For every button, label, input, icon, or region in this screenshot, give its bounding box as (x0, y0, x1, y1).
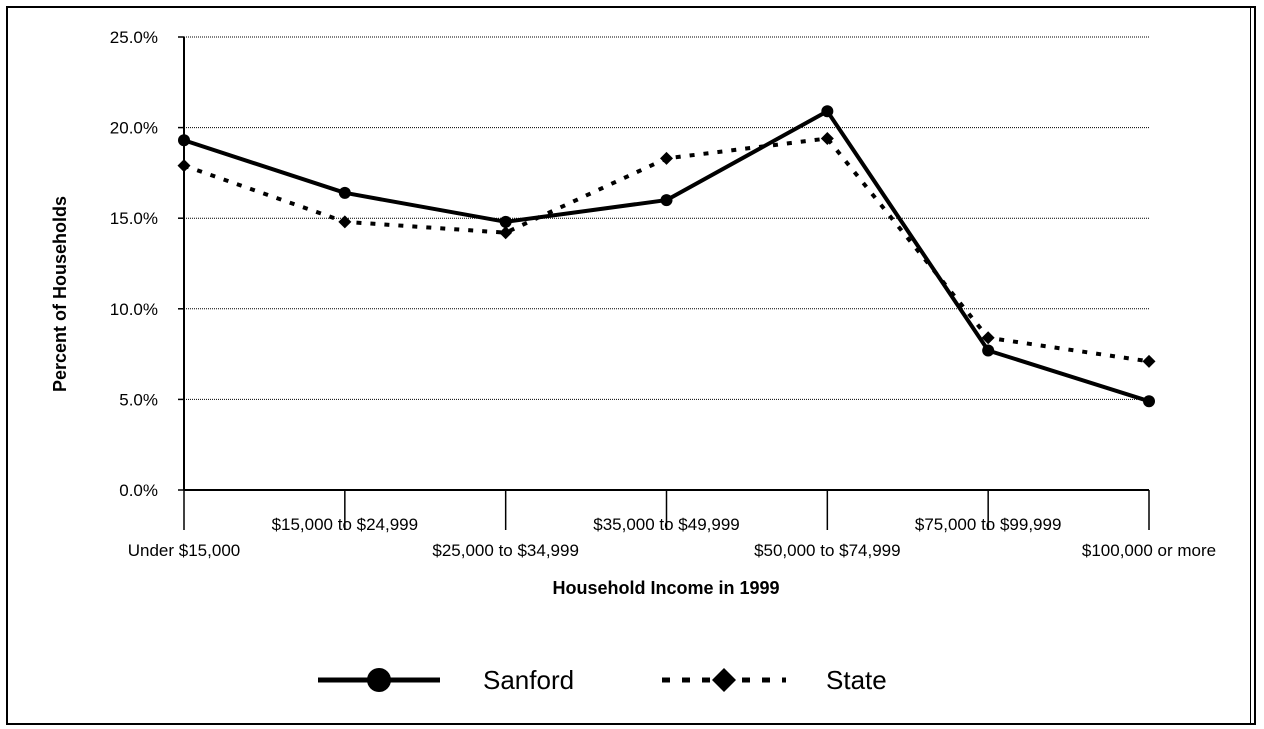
legend-label: Sanford (483, 665, 574, 695)
legend-item-sanford: Sanford (318, 665, 574, 695)
data-series (177, 105, 1156, 408)
x-tick-labels: Under $15,000 $15,000 to $24,999 $25,000 t… (128, 515, 1216, 560)
data-point (338, 186, 351, 199)
x-tick-label: Under $15,000 (128, 541, 240, 560)
x-tick-label: $15,000 to $24,999 (272, 515, 419, 534)
data-point (981, 331, 995, 345)
x-tick-label: $35,000 to $49,999 (593, 515, 740, 534)
legend: Sanford State (318, 665, 887, 695)
series-line (183, 136, 1150, 364)
data-point (1143, 395, 1155, 408)
y-tick-labels: 0.0% 5.0% 10.0% 15.0% 20.0% 25.0% (110, 28, 158, 500)
y-tick-label: 5.0% (119, 390, 158, 409)
y-tick-label: 25.0% (110, 28, 158, 47)
series-state (177, 131, 1156, 368)
x-tick-label: $50,000 to $74,999 (754, 541, 901, 560)
data-point (820, 131, 834, 145)
y-tick-label: 10.0% (110, 300, 158, 319)
data-point (178, 134, 190, 147)
data-point (338, 215, 352, 229)
axes (178, 36, 1150, 530)
x-axis-title: Household Income in 1999 (552, 578, 779, 598)
x-tick-label: $100,000 or more (1082, 541, 1216, 560)
y-tick-label: 0.0% (119, 481, 158, 500)
y-tick-label: 20.0% (110, 119, 158, 138)
data-point (499, 215, 512, 228)
data-point (660, 151, 673, 165)
legend-label: State (826, 665, 887, 695)
data-point (821, 105, 834, 118)
series-sanford (178, 105, 1155, 408)
y-tick-label: 15.0% (110, 209, 158, 228)
data-point (1142, 354, 1156, 368)
data-point (177, 159, 191, 173)
legend-item-state: State (662, 665, 887, 695)
data-point (660, 194, 673, 207)
data-point (982, 344, 995, 357)
legend-marker (712, 668, 736, 692)
chart-frame (6, 6, 1256, 725)
x-tick-label: $25,000 to $34,999 (432, 541, 579, 560)
y-axis-title: Percent of Households (50, 196, 70, 392)
legend-marker (367, 668, 391, 692)
gridlines (184, 36, 1149, 400)
x-tick-label: $75,000 to $99,999 (915, 515, 1062, 534)
data-point (499, 226, 513, 240)
